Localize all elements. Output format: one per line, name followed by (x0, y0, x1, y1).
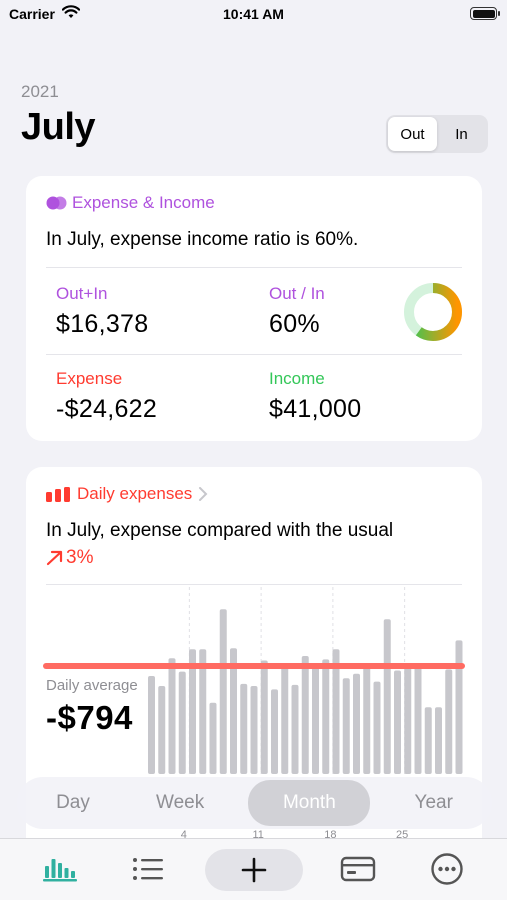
clock: 10:41 AM (223, 6, 284, 22)
toggle-out[interactable]: Out (388, 117, 437, 151)
bar-day-10 (240, 683, 248, 774)
x-tick-label: 4 (180, 829, 187, 841)
out-plus-in-stat: Out+In $16,378 (56, 284, 148, 339)
average-label: Daily average (46, 677, 138, 694)
period-month[interactable]: Month (248, 780, 371, 826)
bar-day-1 (148, 676, 155, 774)
bar-day-18 (322, 659, 330, 774)
toggle-in[interactable]: In (455, 125, 468, 143)
daily-headline: In July, expense compared with the usual (46, 520, 394, 541)
arrow-up-right-icon (46, 550, 63, 566)
out-in-toggle[interactable]: Out In (386, 115, 488, 153)
bar-day-16 (301, 655, 309, 774)
bar-day-13 (271, 689, 278, 774)
bar-day-22 (363, 664, 371, 774)
bar-day-11 (250, 686, 258, 774)
divider (46, 267, 462, 268)
income-label: Income (269, 369, 325, 388)
tab-bar (0, 838, 507, 900)
bar-day-2 (158, 686, 166, 774)
tab-stats[interactable] (40, 851, 80, 887)
trend-value: 3% (66, 547, 94, 568)
bar-day-8 (219, 609, 227, 774)
expense-value: -$24,622 (56, 395, 158, 423)
period-selector[interactable]: Day Week Month Year (17, 777, 492, 829)
daily-expenses-card[interactable]: Daily expenses In July, expense compared… (26, 467, 482, 897)
tab-cards[interactable] (338, 851, 378, 887)
carrier-label: Carrier (9, 6, 55, 22)
bar-day-23 (373, 681, 381, 774)
bar-day-3 (168, 658, 176, 774)
chevron-right-icon[interactable] (198, 487, 208, 501)
out-plus-in-value: $16,378 (56, 310, 149, 338)
bar-day-26 (404, 667, 412, 774)
out-over-in-stat: Out / In 60% (269, 284, 325, 339)
bar-day-6 (199, 649, 207, 774)
tab-list[interactable] (128, 851, 168, 887)
income-value: $41,000 (269, 395, 362, 423)
battery-icon (470, 7, 500, 20)
circles-icon (46, 196, 67, 210)
divider (46, 584, 462, 585)
income-stat: Income $41,000 (269, 369, 361, 424)
chart-icon (43, 859, 77, 882)
out-over-in-label: Out / In (269, 284, 325, 303)
bar-day-7 (209, 702, 217, 774)
card-icon (340, 856, 376, 882)
divider (46, 354, 462, 355)
trend-indicator: 3% (46, 547, 93, 569)
bar-day-19 (332, 649, 340, 774)
bar-chart-icon (46, 486, 70, 502)
bar-day-15 (291, 684, 299, 774)
out-plus-in-label: Out+In (56, 284, 108, 303)
bar-day-29 (435, 707, 442, 774)
out-over-in-value: 60% (269, 310, 320, 338)
bar-day-24 (383, 619, 391, 774)
wifi-icon (62, 5, 80, 18)
bar-day-21 (353, 673, 360, 774)
expense-label: Expense (56, 369, 123, 388)
tab-more[interactable] (427, 851, 467, 887)
bar-day-17 (312, 664, 319, 774)
bar-day-31 (455, 640, 463, 774)
card-header: Expense & Income (46, 193, 215, 213)
add-button[interactable] (205, 849, 303, 891)
bar-day-30 (445, 669, 453, 774)
add-icon (241, 857, 267, 883)
period-week[interactable]: Week (156, 792, 205, 813)
bar-day-28 (424, 707, 432, 774)
expense-income-card[interactable]: Expense & Income In July, expense income… (26, 176, 482, 441)
bar-day-25 (394, 670, 401, 774)
average-value: -$794 (46, 699, 133, 736)
card-header: Daily expenses (46, 484, 208, 504)
bar-day-20 (342, 678, 350, 774)
bar-day-4 (178, 671, 186, 774)
card-title: Daily expenses (77, 484, 193, 503)
ratio-donut (404, 283, 462, 341)
bar-day-9 (230, 648, 237, 774)
card-title: Expense & Income (72, 193, 215, 212)
status-bar: Carrier 10:41 AM (0, 0, 507, 30)
bar-day-12 (260, 660, 268, 774)
expense-stat: Expense -$24,622 (56, 369, 157, 424)
more-icon (431, 853, 463, 885)
daily-expense-chart (43, 587, 465, 774)
page-title: July (21, 106, 96, 148)
year-label: 2021 (21, 82, 59, 101)
period-year[interactable]: Year (414, 792, 453, 813)
bar-day-5 (189, 649, 196, 774)
period-day[interactable]: Day (56, 792, 90, 813)
bar-day-14 (281, 667, 289, 774)
bar-day-27 (414, 667, 422, 774)
x-tick-label: 11 (252, 829, 264, 841)
ratio-headline: In July, expense income ratio is 60%. (46, 229, 359, 250)
list-icon (133, 858, 163, 880)
